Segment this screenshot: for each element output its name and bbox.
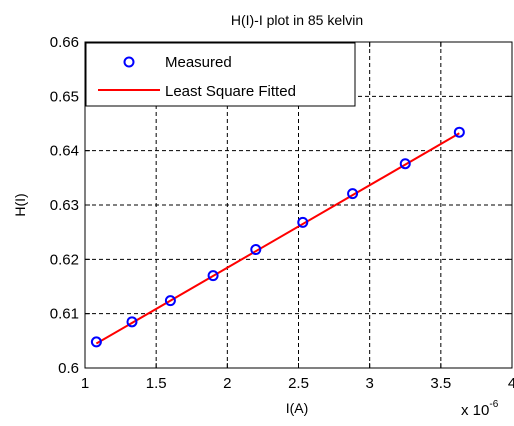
x-tick-label: 3 xyxy=(365,375,373,392)
x-multiplier-exponent: -6 xyxy=(489,399,498,410)
measured-point xyxy=(126,316,138,328)
x-axis-label: I(A) xyxy=(286,400,309,416)
legend-fit-label: Least Square Fitted xyxy=(165,83,296,100)
measured-point xyxy=(453,126,465,138)
measured-point xyxy=(164,295,176,307)
measured-point xyxy=(250,244,262,256)
measured-series xyxy=(90,126,465,348)
y-tick-label: 0.66 xyxy=(50,34,79,51)
measured-point xyxy=(347,188,359,200)
y-tick-label: 0.64 xyxy=(50,143,79,160)
fit-line-series xyxy=(95,132,460,345)
x-tick-label: 2 xyxy=(223,375,231,392)
x-tick-label: 2.5 xyxy=(288,375,309,392)
x-tick-label: 1 xyxy=(81,375,89,392)
x-multiplier-base: x 10 xyxy=(461,402,489,419)
x-ticks: 1 1.5 2 2.5 3 3.5 4 xyxy=(81,42,514,392)
chart-title: H(I)-I plot in 85 kelvin xyxy=(231,12,363,28)
x-tick-label: 1.5 xyxy=(146,375,167,392)
measured-point xyxy=(399,158,411,170)
y-tick-label: 0.65 xyxy=(50,88,79,105)
legend-measured-marker xyxy=(123,56,135,68)
x-tick-label: 4 xyxy=(508,375,514,392)
y-tick-label: 0.62 xyxy=(50,251,79,268)
measured-point xyxy=(90,336,102,348)
legend-measured-label: Measured xyxy=(165,54,232,71)
y-tick-label: 0.61 xyxy=(50,306,79,323)
y-tick-label: 0.6 xyxy=(58,360,79,377)
legend-box xyxy=(85,42,356,107)
y-ticks: 0.6 0.61 0.62 0.63 0.64 0.65 0.66 xyxy=(50,34,512,377)
legend: Measured Least Square Fitted xyxy=(85,42,356,107)
measured-point xyxy=(207,270,219,282)
x-tick-label: 3.5 xyxy=(430,375,451,392)
measured-point xyxy=(297,216,309,228)
plot-frame xyxy=(84,41,513,369)
x-multiplier: x 10-6 xyxy=(461,399,499,419)
y-axis-label: H(I) xyxy=(12,193,28,216)
fit-line xyxy=(95,132,460,345)
y-tick-label: 0.63 xyxy=(50,197,79,214)
